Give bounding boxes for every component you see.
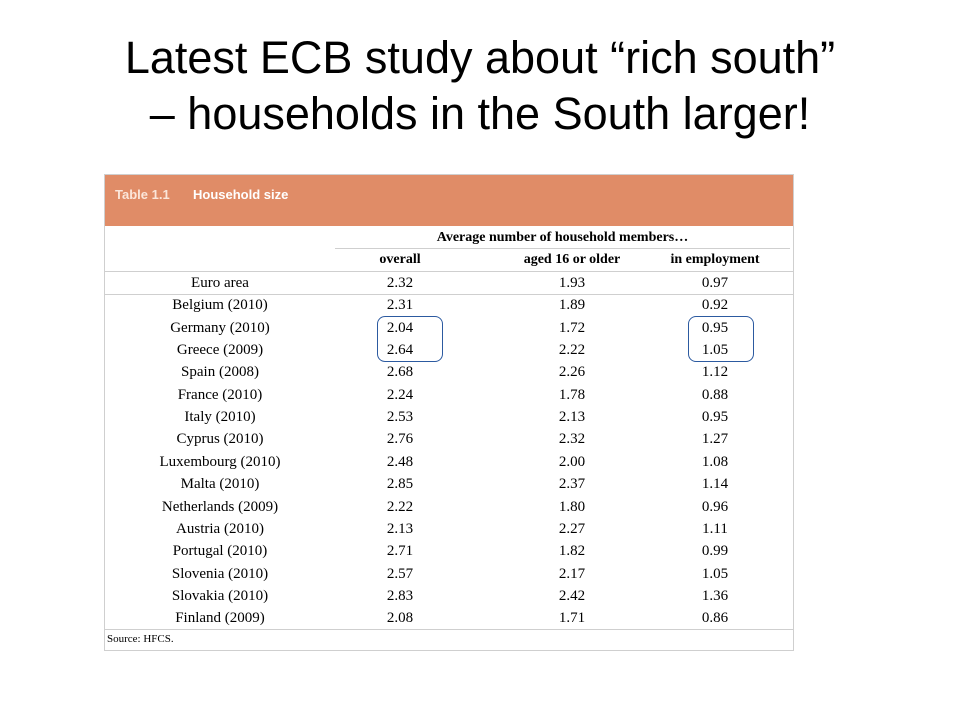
cell-country: France (2010) bbox=[177, 386, 263, 403]
cell-aged-16: 1.80 bbox=[558, 498, 586, 515]
table-row: Finland (2009) 2.08 1.71 0.86 bbox=[105, 607, 793, 629]
cell-aged-16: 1.71 bbox=[558, 610, 586, 627]
cell-country: Slovakia (2010) bbox=[171, 587, 269, 604]
cell-overall: 2.53 bbox=[386, 409, 414, 426]
cell-employment: 1.14 bbox=[701, 476, 729, 493]
column-group-header: Average number of household members… bbox=[335, 228, 790, 249]
column-header-overall: overall bbox=[379, 252, 421, 267]
table-header-band: Table 1.1 Household size bbox=[105, 175, 793, 226]
table-row: Slovenia (2010) 2.57 2.17 1.05 bbox=[105, 563, 793, 585]
cell-aged-16: 2.42 bbox=[558, 587, 586, 604]
table-row: France (2010) 2.24 1.78 0.88 bbox=[105, 384, 793, 406]
cell-overall: 2.85 bbox=[386, 476, 414, 493]
cell-overall: 2.04 bbox=[386, 319, 414, 336]
cell-country: Netherlands (2009) bbox=[161, 498, 279, 515]
cell-country: Germany (2010) bbox=[170, 319, 270, 336]
cell-country: Portugal (2010) bbox=[172, 543, 268, 560]
cell-overall: 2.57 bbox=[386, 565, 414, 582]
cell-employment: 1.36 bbox=[701, 587, 729, 604]
cell-aged-16: 1.93 bbox=[558, 275, 586, 291]
euro-area-divider bbox=[105, 294, 793, 295]
cell-country: Luxembourg (2010) bbox=[159, 453, 281, 470]
highlight-overall-germany-greece bbox=[377, 316, 443, 362]
table-row: Slovakia (2010) 2.83 2.42 1.36 bbox=[105, 585, 793, 607]
cell-employment: 1.05 bbox=[701, 565, 729, 582]
table-row: Cyprus (2010) 2.76 2.32 1.27 bbox=[105, 428, 793, 450]
cell-aged-16: 2.00 bbox=[558, 453, 586, 470]
cell-aged-16: 1.82 bbox=[558, 543, 586, 560]
table-row: Austria (2010) 2.13 2.27 1.11 bbox=[105, 518, 793, 540]
table-row: Netherlands (2009) 2.22 1.80 0.96 bbox=[105, 496, 793, 518]
cell-aged-16: 2.37 bbox=[558, 476, 586, 493]
cell-country: Slovenia (2010) bbox=[171, 565, 269, 582]
cell-employment: 1.12 bbox=[701, 364, 729, 381]
slide-title: Latest ECB study about “rich south” – ho… bbox=[20, 30, 940, 142]
cell-employment: 1.27 bbox=[701, 431, 729, 448]
table-row: Germany (2010) 2.04 1.72 0.95 bbox=[105, 317, 793, 339]
table-row: Euro area 2.32 1.93 0.97 bbox=[105, 272, 793, 294]
cell-employment: 1.11 bbox=[702, 520, 728, 537]
cell-overall: 2.08 bbox=[386, 610, 414, 627]
cell-aged-16: 2.17 bbox=[558, 565, 586, 582]
table-title: Household size bbox=[193, 187, 289, 202]
cell-country: Euro area bbox=[191, 275, 249, 291]
column-header-aged-16: aged 16 or older bbox=[523, 252, 621, 267]
cell-overall: 2.24 bbox=[386, 386, 414, 403]
slide-title-line-2: – households in the South larger! bbox=[149, 88, 811, 139]
cell-employment: 0.92 bbox=[701, 297, 729, 314]
cell-aged-16: 1.72 bbox=[558, 319, 586, 336]
table-row: Portugal (2010) 2.71 1.82 0.99 bbox=[105, 540, 793, 562]
cell-aged-16: 1.78 bbox=[558, 386, 586, 403]
cell-employment: 0.95 bbox=[701, 409, 729, 426]
cell-employment: 0.96 bbox=[701, 498, 729, 515]
table-row: Malta (2010) 2.85 2.37 1.14 bbox=[105, 473, 793, 495]
cell-employment: 0.88 bbox=[701, 386, 729, 403]
table-row: Greece (2009) 2.64 2.22 1.05 bbox=[105, 339, 793, 361]
cell-employment: 0.97 bbox=[701, 275, 729, 291]
cell-overall: 2.76 bbox=[386, 431, 414, 448]
cell-aged-16: 2.32 bbox=[558, 431, 586, 448]
cell-overall: 2.22 bbox=[386, 498, 414, 515]
cell-employment: 1.08 bbox=[701, 453, 729, 470]
cell-employment: 0.99 bbox=[701, 543, 729, 560]
cell-aged-16: 2.27 bbox=[558, 520, 586, 537]
cell-country: Cyprus (2010) bbox=[176, 431, 264, 448]
cell-country: Malta (2010) bbox=[180, 476, 260, 493]
cell-employment: 0.86 bbox=[701, 610, 729, 627]
cell-aged-16: 2.22 bbox=[558, 342, 586, 359]
cell-employment: 1.05 bbox=[701, 342, 729, 359]
cell-country: Greece (2009) bbox=[176, 342, 264, 359]
table-row: Luxembourg (2010) 2.48 2.00 1.08 bbox=[105, 451, 793, 473]
household-size-table: Table 1.1 Household size Average number … bbox=[104, 174, 794, 651]
source-note: Source: HFCS. bbox=[107, 633, 174, 645]
cell-overall: 2.48 bbox=[386, 453, 414, 470]
cell-country: Austria (2010) bbox=[176, 520, 264, 537]
slide-title-line-1: Latest ECB study about “rich south” bbox=[124, 32, 836, 83]
cell-overall: 2.71 bbox=[386, 543, 414, 560]
cell-country: Finland (2009) bbox=[175, 610, 265, 627]
table-row: Belgium (2010) 2.31 1.89 0.92 bbox=[105, 294, 793, 316]
cell-overall: 2.13 bbox=[386, 520, 414, 537]
header-divider bbox=[105, 271, 793, 272]
source-divider bbox=[105, 629, 793, 630]
table-number: Table 1.1 bbox=[115, 187, 170, 202]
cell-country: Spain (2008) bbox=[181, 364, 259, 381]
cell-country: Belgium (2010) bbox=[172, 297, 268, 314]
table-row: Spain (2008) 2.68 2.26 1.12 bbox=[105, 361, 793, 383]
cell-overall: 2.68 bbox=[386, 364, 414, 381]
highlight-employment-germany-greece bbox=[688, 316, 754, 362]
cell-overall: 2.64 bbox=[386, 342, 414, 359]
cell-aged-16: 2.13 bbox=[558, 409, 586, 426]
table-row: Italy (2010) 2.53 2.13 0.95 bbox=[105, 406, 793, 428]
cell-employment: 0.95 bbox=[701, 319, 729, 336]
column-header-employment: in employment bbox=[670, 252, 760, 267]
cell-overall: 2.83 bbox=[386, 587, 414, 604]
cell-overall: 2.32 bbox=[386, 275, 414, 291]
cell-country: Italy (2010) bbox=[184, 409, 256, 426]
cell-aged-16: 1.89 bbox=[558, 297, 586, 314]
cell-overall: 2.31 bbox=[386, 297, 414, 314]
cell-aged-16: 2.26 bbox=[558, 364, 586, 381]
